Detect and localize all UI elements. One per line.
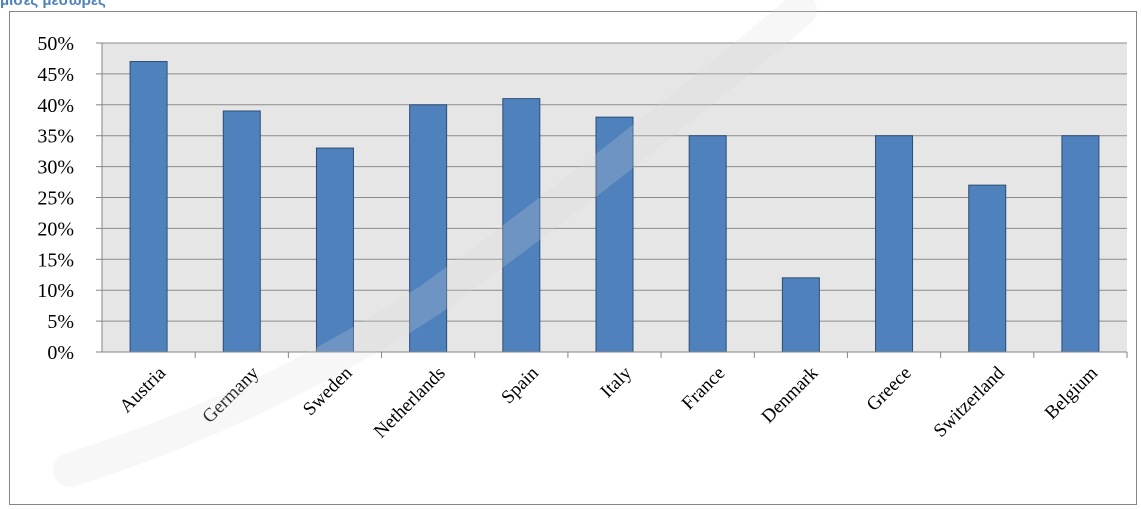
bar-belgium (1061, 135, 1100, 353)
bar-netherlands (409, 104, 448, 353)
y-tick-label: 35% (37, 126, 74, 148)
x-tick-label-belgium: Belgium (1041, 363, 1102, 424)
y-tick-label: 20% (37, 218, 74, 240)
y-tick-label: 5% (47, 311, 74, 333)
x-tick-label-switzerland: Switzerland (930, 362, 1009, 441)
x-tick-label-austria: Austria (116, 362, 171, 417)
y-tick-label: 30% (37, 157, 74, 179)
y-tick-label: 40% (37, 95, 74, 117)
x-tick-label-netherlands: Netherlands (370, 363, 450, 443)
bar-switzerland (968, 184, 1007, 353)
bar-germany (222, 110, 261, 353)
bars (129, 61, 1100, 353)
bar-france (688, 135, 727, 353)
section-heading: μισές μεσωρες (0, 0, 106, 8)
y-tick-label: 15% (37, 249, 74, 271)
x-tick-label-france: France (678, 363, 729, 414)
x-tick-label-greece: Greece (863, 363, 916, 416)
bar-denmark (781, 277, 820, 353)
y-tick-label: 50% (37, 33, 74, 55)
x-tick-label-spain: Spain (497, 362, 543, 408)
bar-austria (129, 61, 168, 353)
x-tick-label-germany: Germany (198, 362, 263, 427)
y-tick-label: 45% (37, 64, 74, 86)
x-tick-label-italy: Italy (597, 362, 637, 402)
y-tick-label: 25% (37, 188, 74, 210)
y-axis-ticks: 0% 5% 10% 15% 20% 25% 30% 35% 40% 45% 50% (37, 33, 102, 364)
y-tick-label: 0% (47, 342, 74, 364)
bar-italy (595, 116, 634, 353)
bar-greece (875, 135, 914, 353)
x-axis-labels: Austria Germany Sweden Netherlands Spain Ital… (116, 352, 1128, 443)
bar-spain (502, 98, 541, 353)
x-tick-label-denmark: Denmark (758, 362, 823, 427)
y-tick-label: 10% (37, 280, 74, 302)
x-tick-label-sweden: Sweden (299, 362, 357, 420)
bar-sweden (315, 147, 354, 353)
